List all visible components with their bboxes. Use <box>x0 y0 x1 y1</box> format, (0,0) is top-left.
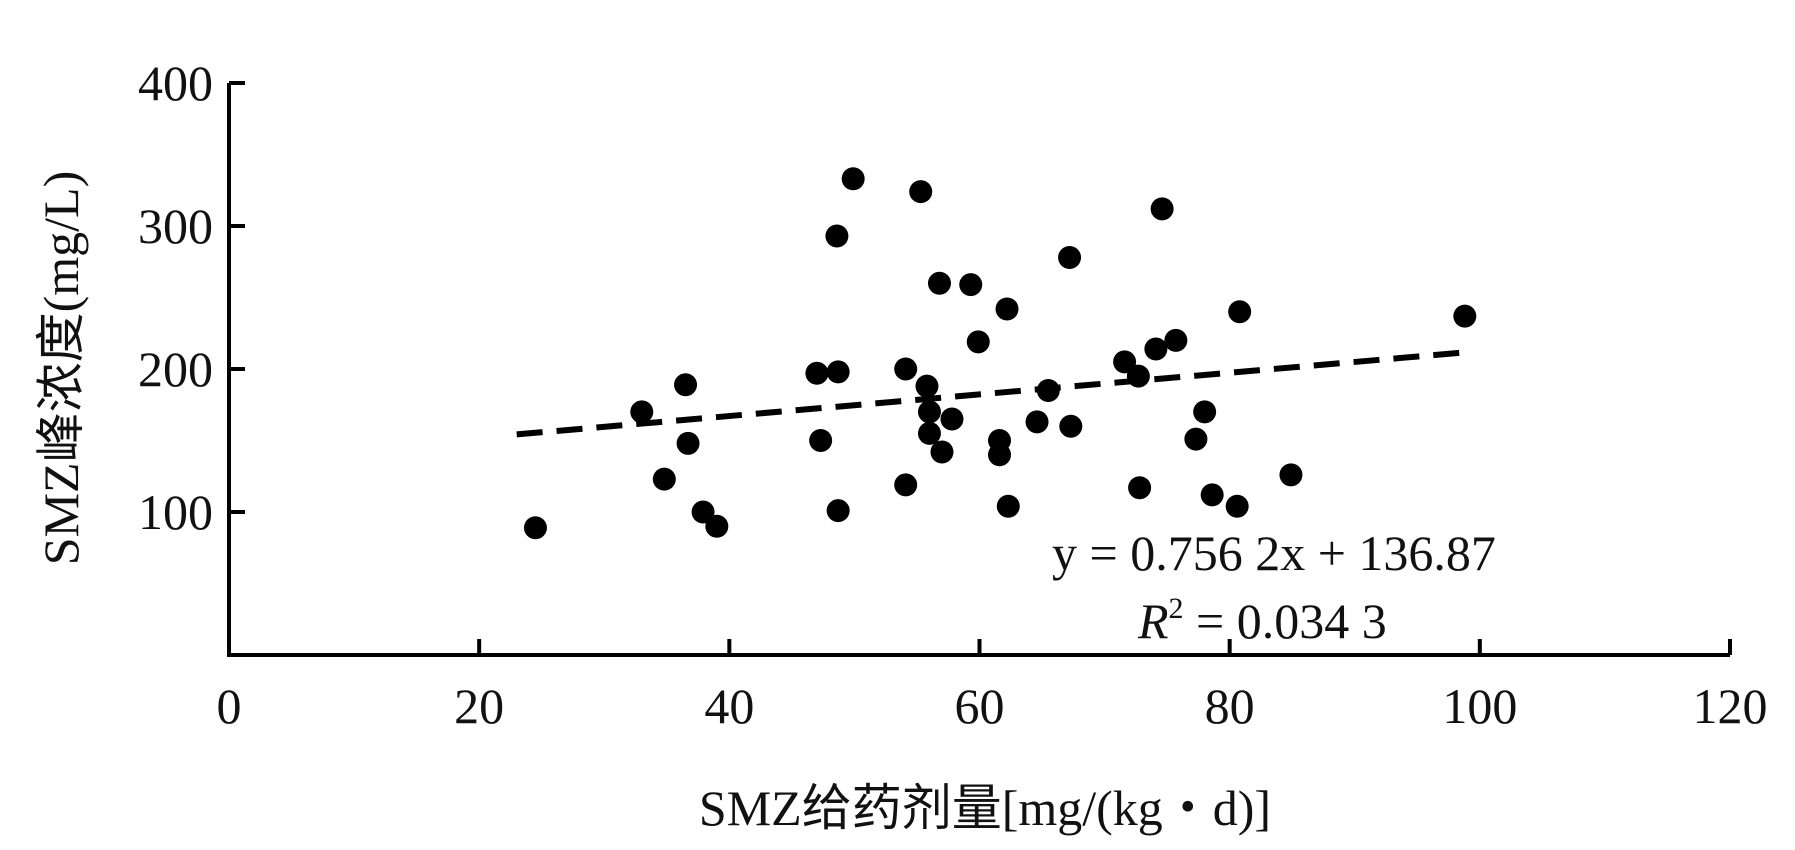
r-squared-value: = 0.034 3 <box>1184 593 1387 649</box>
y-ticks: 100 200 300 400 <box>138 55 245 540</box>
data-point <box>894 473 918 497</box>
data-point <box>674 373 698 397</box>
y-tick-label: 100 <box>138 484 213 540</box>
data-point <box>966 330 990 354</box>
data-point <box>1128 476 1152 500</box>
data-point <box>1200 483 1224 507</box>
axes <box>227 83 1730 657</box>
data-point <box>1126 364 1150 388</box>
data-point <box>630 400 654 424</box>
data-point <box>917 400 941 424</box>
data-point <box>940 407 964 431</box>
r-squared-annotation: R2 = 0.034 3 <box>1137 592 1387 649</box>
x-tick-label: 120 <box>1693 678 1768 734</box>
data-point <box>705 514 729 538</box>
regression-equation: y = 0.756 2x + 136.87 <box>1052 525 1496 581</box>
data-point <box>927 271 951 295</box>
data-point <box>652 467 676 491</box>
data-point <box>894 357 918 381</box>
data-point <box>1279 463 1303 487</box>
y-tick-label: 400 <box>138 55 213 111</box>
data-point <box>1144 337 1168 361</box>
data-point <box>1025 410 1049 434</box>
trendline-group <box>516 349 1468 438</box>
data-point <box>995 297 1019 321</box>
data-point <box>915 374 939 398</box>
data-point <box>691 500 715 524</box>
data-point <box>1225 494 1249 518</box>
data-point <box>988 443 1012 467</box>
data-point <box>909 180 933 204</box>
data-point <box>826 499 850 523</box>
data-point <box>917 421 941 445</box>
data-point <box>1113 350 1137 374</box>
data-point <box>825 224 849 248</box>
x-axis-title: SMZ给药剂量[mg/(kg・d)] <box>699 780 1271 836</box>
y-tick-label: 200 <box>138 341 213 397</box>
data-point <box>996 494 1020 518</box>
x-tick-label: 100 <box>1442 678 1517 734</box>
x-tick-label: 80 <box>1205 678 1255 734</box>
data-point <box>809 429 833 452</box>
data-point <box>1164 328 1188 352</box>
x-tick-label: 0 <box>217 678 242 734</box>
x-tick-label: 40 <box>704 678 754 734</box>
data-point <box>826 360 850 384</box>
data-point <box>1453 304 1477 328</box>
x-tick-label: 60 <box>955 678 1005 734</box>
data-point <box>1150 197 1174 221</box>
data-point <box>1184 427 1208 451</box>
data-point <box>1058 245 1082 269</box>
y-tick-label: 300 <box>138 198 213 254</box>
data-point <box>805 361 829 385</box>
data-point <box>1193 400 1217 424</box>
data-point <box>523 516 547 540</box>
x-ticks: 0 20 40 60 80 100 120 <box>217 639 1768 734</box>
data-point <box>959 273 983 297</box>
data-point <box>1228 300 1252 324</box>
data-points <box>523 167 1477 540</box>
r-squared-exponent: 2 <box>1169 592 1184 625</box>
data-point <box>1036 378 1060 402</box>
r-squared-symbol: R <box>1137 593 1169 649</box>
y-axis-title: SMZ峰浓度(mg/L) <box>33 171 89 565</box>
data-point <box>930 440 954 464</box>
x-tick-label: 20 <box>454 678 504 734</box>
data-point <box>841 167 865 191</box>
data-point <box>676 431 700 455</box>
data-point <box>1059 414 1083 438</box>
trendline <box>516 349 1468 438</box>
